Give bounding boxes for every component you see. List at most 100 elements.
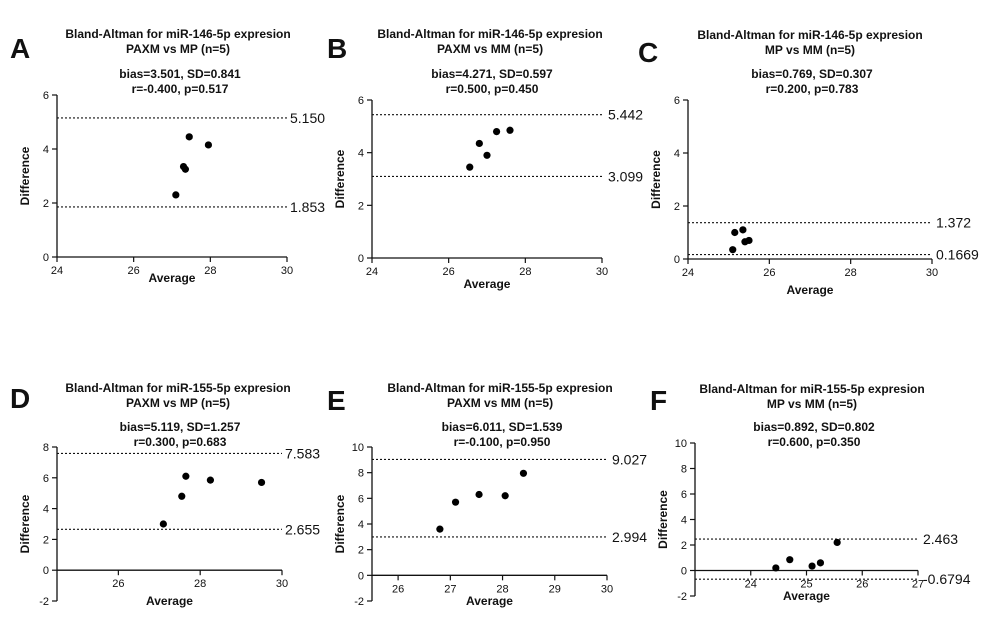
data-point [475,490,483,499]
correlation-text: r=0.600, p=0.350 [768,435,861,449]
y-axis-label: Difference [333,494,347,553]
x-tick-label: 24 [366,266,378,278]
y-tick-label: 6 [43,90,49,102]
x-tick-label: 26 [763,267,775,279]
y-tick-label: -2 [354,596,364,608]
y-tick-label: 6 [358,493,364,505]
upper-limit-label: 5.150 [290,110,325,126]
y-tick-label: 6 [681,489,687,501]
y-tick-label: 2 [43,534,49,546]
data-point [492,128,501,136]
data-point [833,538,841,547]
x-tick-label: 30 [926,267,938,279]
x-tick-label: 28 [204,265,216,277]
correlation-text: r=0.500, p=0.450 [446,82,539,96]
data-point [178,492,186,500]
x-tick-label: 30 [281,265,293,277]
lower-limit-label: 1.853 [290,199,325,215]
y-tick-label: 0 [358,570,364,582]
y-tick-label: 4 [43,504,49,516]
y-axis-label: Difference [333,149,347,208]
y-tick-label: 4 [358,519,364,531]
y-tick-label: 6 [674,95,680,107]
chart-title: Bland-Altman for miR-155-5p expresion [387,381,612,395]
panel-letter: A [10,33,30,64]
y-tick-label: 2 [43,198,49,210]
data-point [181,165,190,173]
y-axis-label: Difference [649,150,663,209]
data-point [204,141,213,149]
x-tick-label: 24 [51,265,63,277]
data-point [185,133,193,141]
x-tick-label: 26 [112,578,124,590]
bias-sd-text: bias=3.501, SD=0.841 [119,67,241,81]
panel-b: B Bland-Altman for miR-146-5p expresionPA… [327,27,643,291]
chart-title: Bland-Altman for miR-155-5p expresion [699,382,924,396]
upper-limit-label: 1.372 [936,215,971,231]
correlation-text: r=0.300, p=0.683 [134,435,227,449]
x-tick-label: 26 [128,265,140,277]
x-tick-label: 24 [682,267,694,279]
panel-letter: D [10,383,30,414]
y-tick-label: 10 [675,438,687,450]
correlation-text: r=-0.100, p=0.950 [454,435,551,449]
panel-letter: F [650,385,667,416]
y-tick-label: 2 [681,540,687,552]
y-tick-label: -2 [677,591,687,603]
data-point [483,151,491,159]
data-point [745,236,753,245]
data-point [739,226,747,234]
y-tick-label: 0 [43,565,49,577]
upper-limit-label: 5.442 [608,107,643,123]
panel-a: A Bland-Altman for miR-146-5p expresionPA… [10,27,325,285]
panel-letter: C [638,37,658,68]
lower-limit-label: -0.6794 [923,571,971,587]
x-axis-label: Average [466,594,513,608]
correlation-text: r=0.200, p=0.783 [766,82,859,96]
y-axis-label: Difference [18,494,32,553]
y-axis-label: Difference [656,490,670,549]
x-tick-label: 28 [845,267,857,279]
y-tick-label: 2 [358,200,364,212]
y-tick-label: 2 [674,201,680,213]
x-tick-label: 28 [519,266,531,278]
x-tick-label: 30 [276,578,288,590]
data-point [206,476,215,484]
x-tick-label: 27 [912,579,924,591]
lower-limit-label: 3.099 [608,168,643,184]
chart-subtitle: PAXM vs MP (n=5) [126,42,230,56]
chart-subtitle: PAXM vs MM (n=5) [447,396,553,410]
data-point [257,478,266,487]
y-tick-label: 0 [43,252,49,264]
x-axis-label: Average [149,271,196,285]
bias-sd-text: bias=0.769, SD=0.307 [751,67,873,81]
data-point [731,228,739,237]
x-tick-label: 29 [549,583,561,595]
x-tick-label: 24 [745,579,757,591]
panel-d: D Bland-Altman for miR-155-5p expresionPA… [10,381,320,608]
y-tick-label: 6 [358,95,364,107]
lower-limit-label: 0.1669 [936,247,979,263]
data-point [772,564,780,572]
lower-limit-label: 2.994 [612,529,647,545]
x-tick-label: 27 [444,583,456,595]
y-tick-label: 0 [358,253,364,265]
x-tick-label: 26 [856,579,868,591]
y-tick-label: 4 [358,148,364,160]
x-axis-label: Average [464,277,511,291]
chart-title: Bland-Altman for miR-155-5p expresion [65,381,290,395]
data-point [159,520,167,528]
upper-limit-label: 9.027 [612,451,647,467]
bias-sd-text: bias=0.892, SD=0.802 [753,420,875,434]
x-axis-label: Average [146,594,193,608]
data-point [451,498,460,506]
y-tick-label: 0 [681,566,687,578]
lower-limit-label: 2.655 [285,521,320,537]
y-tick-label: 6 [43,473,49,485]
x-tick-label: 30 [601,583,613,595]
data-point [729,246,737,254]
panel-letter: B [327,33,347,64]
x-tick-label: 26 [392,583,404,595]
chart-subtitle: MP vs MM (n=5) [765,43,855,57]
